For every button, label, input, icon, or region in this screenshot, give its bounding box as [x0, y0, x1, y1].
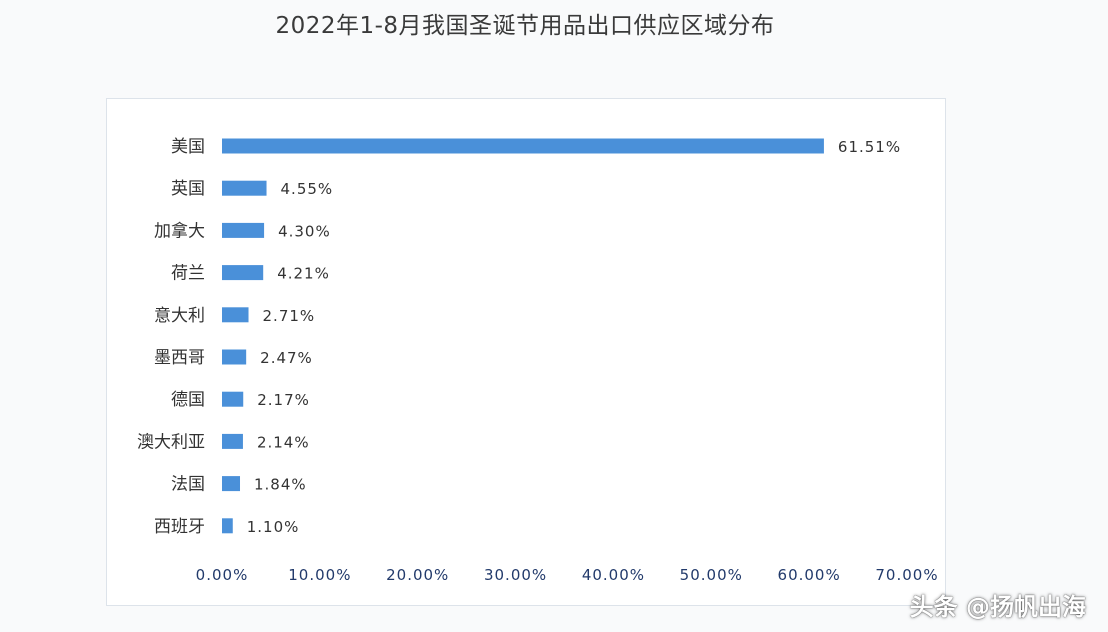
category-label: 西班牙: [154, 517, 205, 537]
data-label: 2.17%: [257, 391, 310, 409]
x-tick-label: 10.00%: [288, 566, 351, 584]
bar: [222, 349, 247, 365]
data-label: 4.21%: [277, 265, 330, 283]
category-label: 德国: [171, 390, 205, 410]
bar: [222, 518, 233, 534]
category-label: 荷兰: [171, 264, 205, 284]
bar: [222, 265, 264, 281]
data-label: 4.30%: [278, 222, 331, 240]
bar: [222, 307, 249, 323]
x-tick-label: 20.00%: [386, 566, 449, 584]
data-label: 61.51%: [838, 138, 901, 156]
data-label: 2.47%: [260, 349, 313, 367]
chart-title: 2022年1-8月我国圣诞节用品出口供应区域分布: [275, 13, 775, 39]
x-tick-label: 30.00%: [484, 566, 547, 584]
x-tick-label: 0.00%: [196, 566, 249, 584]
watermark: 头条 @扬帆出海: [909, 593, 1086, 621]
data-label: 1.10%: [247, 518, 300, 536]
bar: [222, 391, 244, 407]
data-label: 2.14%: [257, 433, 310, 451]
category-label: 意大利: [154, 306, 205, 326]
bar: [222, 476, 241, 492]
category-label: 墨西哥: [154, 348, 205, 368]
x-tick-label: 50.00%: [680, 566, 743, 584]
category-label: 美国: [171, 137, 205, 157]
category-label: 加拿大: [154, 220, 205, 241]
category-label: 英国: [171, 179, 205, 199]
x-tick-label: 40.00%: [582, 566, 645, 584]
data-label: 1.84%: [254, 476, 307, 494]
x-tick-label: 60.00%: [778, 566, 841, 584]
data-label: 2.71%: [263, 307, 316, 325]
bar: [222, 222, 265, 238]
bar: [222, 433, 243, 449]
bar: [222, 180, 267, 196]
x-tick-label: 70.00%: [875, 566, 938, 584]
bar: [222, 138, 824, 154]
category-label: 法国: [171, 475, 205, 495]
category-label: 澳大利亚: [137, 432, 205, 452]
data-label: 4.55%: [281, 180, 334, 198]
